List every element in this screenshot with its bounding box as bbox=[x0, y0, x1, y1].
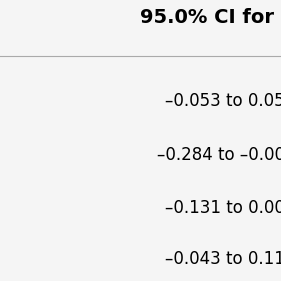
Text: 95.0% CI for B: 95.0% CI for B bbox=[140, 8, 281, 28]
Text: –0.284 to –0.007: –0.284 to –0.007 bbox=[157, 146, 281, 164]
Text: –0.043 to 0.115: –0.043 to 0.115 bbox=[165, 250, 281, 268]
Text: –0.131 to 0.008: –0.131 to 0.008 bbox=[165, 199, 281, 217]
Text: –0.053 to 0.057: –0.053 to 0.057 bbox=[165, 92, 281, 110]
